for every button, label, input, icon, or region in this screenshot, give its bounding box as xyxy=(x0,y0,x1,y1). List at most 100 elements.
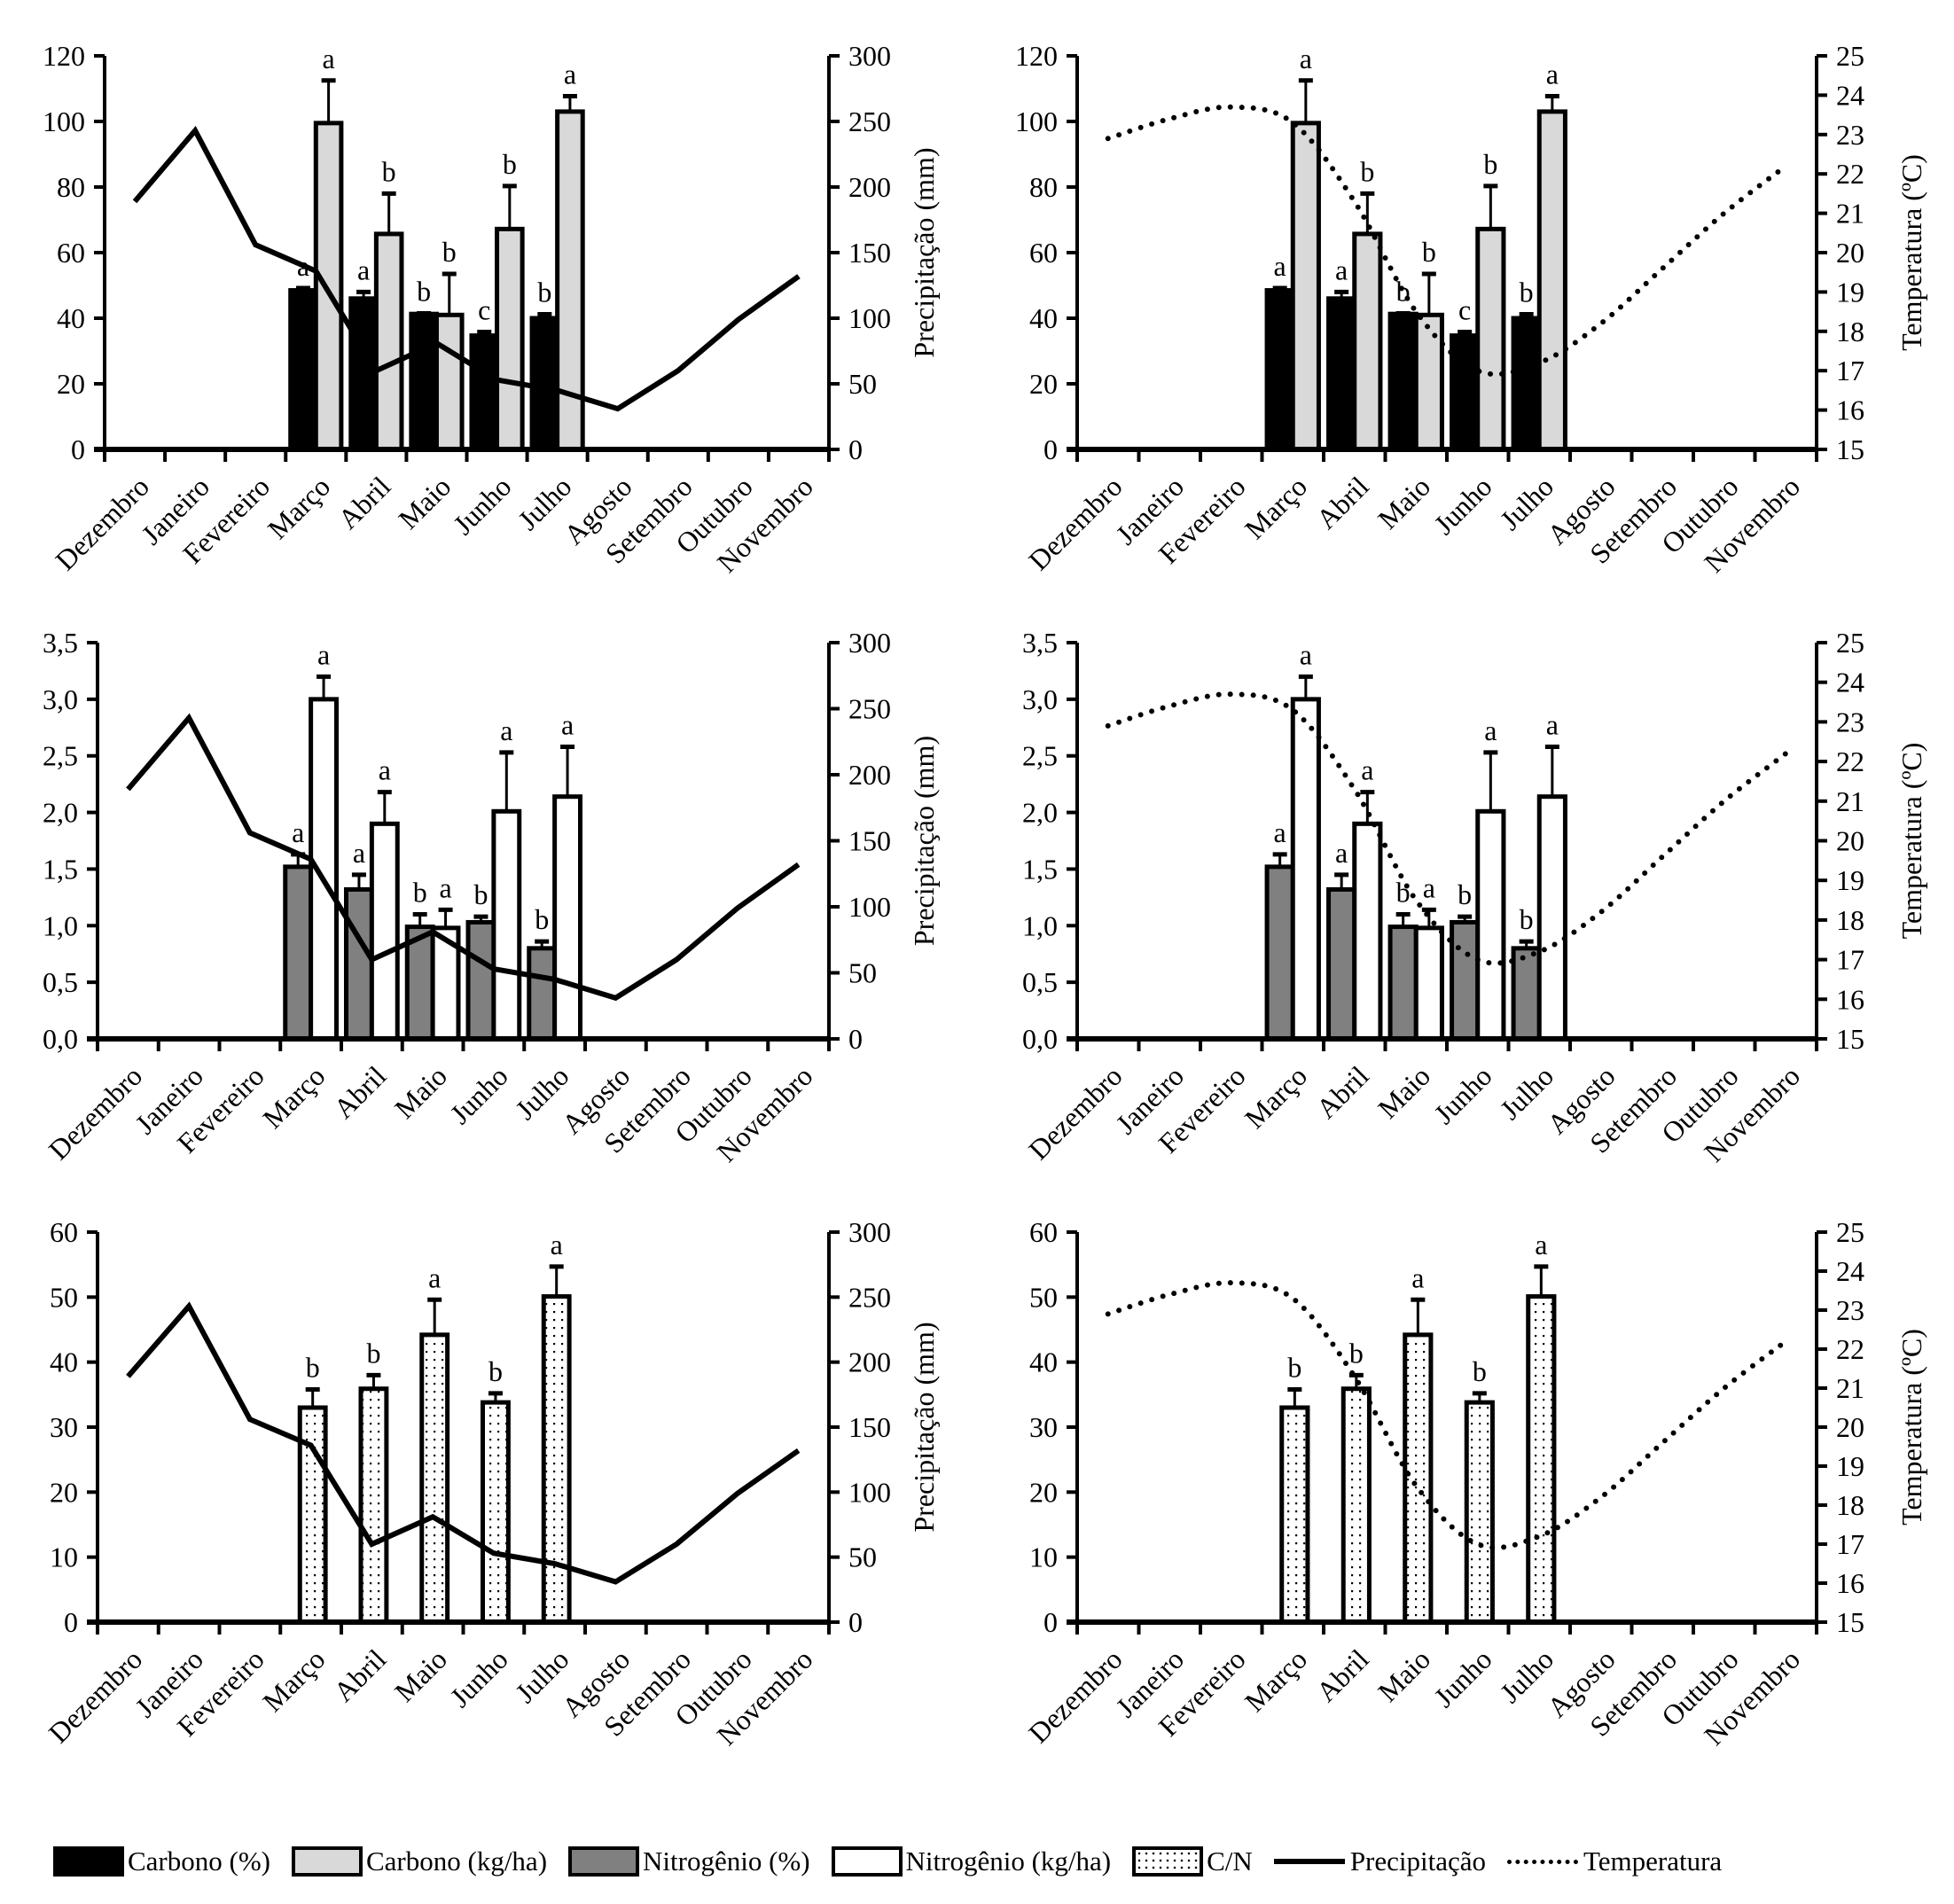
significance-letter: b xyxy=(1458,878,1472,910)
y2-axis-title: Precipitação (mm) xyxy=(908,147,940,357)
legend-swatch-cn xyxy=(1132,1846,1204,1877)
y-tick-label: 100 xyxy=(43,105,85,137)
x-tick-label: Março xyxy=(1239,1059,1314,1135)
y2-axis-title: Temperatura (ºC) xyxy=(1895,743,1927,940)
y2-tick-label: 20 xyxy=(1836,237,1864,269)
significance-letter: b xyxy=(537,277,551,308)
y2-tick-label: 100 xyxy=(848,1476,891,1508)
y-tick-label: 0 xyxy=(1043,1606,1058,1638)
significance-letter: a xyxy=(1335,254,1348,285)
x-tick-label: Maio xyxy=(1372,470,1436,535)
legend-label: Carbono (kg/ha) xyxy=(365,1845,548,1877)
bar-nitrogen-kg xyxy=(1536,794,1567,1042)
y2-tick-label: 18 xyxy=(1836,904,1864,936)
x-tick-label: Dezembro xyxy=(1022,1059,1129,1166)
y2-tick-label: 50 xyxy=(848,957,877,989)
bar-carbon-pct xyxy=(1326,296,1357,452)
y-tick-label: 50 xyxy=(50,1281,78,1313)
x-tick-label: Março xyxy=(262,470,337,545)
x-tick-label: Dezembro xyxy=(1022,470,1129,576)
significance-letter: a xyxy=(1300,638,1312,670)
x-tick-label: Março xyxy=(1239,1643,1314,1718)
bar-cn xyxy=(1279,1405,1310,1625)
y-tick-label: 120 xyxy=(1015,40,1058,72)
significance-letter: b xyxy=(1396,877,1411,909)
y2-tick-label: 21 xyxy=(1836,785,1864,817)
x-tick-label: Maio xyxy=(1372,1059,1436,1124)
significance-letter: a xyxy=(1361,754,1373,786)
y2-tick-label: 300 xyxy=(848,40,891,72)
y2-tick-label: 50 xyxy=(848,1541,877,1573)
significance-letter: b xyxy=(1520,277,1534,308)
significance-letter: a xyxy=(1484,714,1497,746)
bar-nitrogen-pct xyxy=(1450,919,1481,1042)
legend-item: Precipitação xyxy=(1273,1845,1486,1877)
significance-letter: b xyxy=(473,878,488,910)
significance-letter: a xyxy=(1335,837,1348,869)
y2-tick-label: 100 xyxy=(848,891,891,923)
significance-letter: b xyxy=(1520,903,1534,935)
legend-label: Temperatura xyxy=(1583,1845,1723,1877)
bar-carbon-pct xyxy=(348,296,379,452)
y-tick-label: 1,0 xyxy=(1022,909,1058,941)
bar-carbon-pct xyxy=(1264,288,1295,452)
legend-label: Nitrogênio (%) xyxy=(643,1845,810,1877)
x-tick-label: Abril xyxy=(327,1059,392,1124)
legend-line-solid xyxy=(1273,1859,1345,1864)
bar-nitrogen-kg xyxy=(552,794,582,1042)
y-tick-label: 20 xyxy=(1029,1476,1058,1508)
bar-cn xyxy=(541,1294,572,1625)
y2-tick-label: 20 xyxy=(1836,825,1864,857)
chart-cn-temp: b b a b a 0 10 20 30 40 50 60 15 16 17 18 19 20 21 22 23 24 25… xyxy=(1022,1216,1927,1752)
y2-tick-label: 21 xyxy=(1836,198,1864,230)
y-tick-label: 40 xyxy=(1029,1346,1058,1378)
x-tick-label: Dezembro xyxy=(1022,1643,1129,1749)
bar-nitrogen-pct xyxy=(1387,925,1419,1042)
y-tick-label: 3,0 xyxy=(43,683,78,715)
significance-letter: a xyxy=(551,1229,563,1260)
y2-tick-label: 19 xyxy=(1836,276,1864,308)
bar-carbon-pct xyxy=(1450,333,1481,452)
y2-tick-label: 15 xyxy=(1836,433,1864,465)
bar-cn xyxy=(1403,1332,1434,1625)
y-tick-label: 60 xyxy=(50,1216,78,1248)
y2-tick-label: 200 xyxy=(848,1346,891,1378)
bar-nitrogen-kg xyxy=(369,821,400,1042)
temperature-line xyxy=(1105,1280,1789,1550)
y2-tick-label: 25 xyxy=(1836,1216,1864,1248)
significance-letter: a xyxy=(1274,816,1286,848)
chart-carbon-temp: a abcbabbba020406080100120151617181920212… xyxy=(1015,40,1927,579)
y-tick-label: 40 xyxy=(1029,302,1058,334)
y2-tick-label: 200 xyxy=(848,759,891,791)
significance-letter: a xyxy=(1546,708,1559,740)
legend-label: C/N xyxy=(1207,1845,1253,1877)
y-tick-label: 0 xyxy=(71,433,85,465)
x-tick-label: Março xyxy=(256,1643,332,1718)
bar-carbon-kg xyxy=(313,121,344,452)
y-tick-label: 60 xyxy=(57,237,85,269)
x-tick-label: Abril xyxy=(1309,470,1374,535)
y2-tick-label: 15 xyxy=(1836,1606,1864,1638)
temperature-line xyxy=(1105,691,1789,966)
y2-tick-label: 20 xyxy=(1836,1411,1864,1443)
bar-carbon-kg xyxy=(1536,109,1567,452)
significance-letter: a xyxy=(561,708,574,740)
chart-carbon-precip: a abcbabbba020406080100120050100150200250… xyxy=(43,40,940,579)
y-tick-label: 20 xyxy=(57,368,85,400)
y2-axis-title: Temperatura (ºC) xyxy=(1895,154,1927,351)
y2-tick-label: 50 xyxy=(848,368,877,400)
x-tick-label: Abril xyxy=(1309,1643,1374,1707)
y2-tick-label: 300 xyxy=(848,1216,891,1248)
y2-tick-label: 23 xyxy=(1836,119,1864,151)
precipitation-line xyxy=(132,126,801,412)
y2-axis-title: Precipitação (mm) xyxy=(908,736,940,946)
y-tick-label: 0 xyxy=(1043,433,1058,465)
y2-tick-label: 16 xyxy=(1836,394,1864,426)
x-tick-label: Junho xyxy=(443,1059,514,1130)
bar-nitrogen-pct xyxy=(1511,946,1542,1042)
x-tick-label: Maio xyxy=(388,1643,453,1707)
bar-carbon-pct xyxy=(529,316,560,452)
x-tick-label: Junho xyxy=(1427,1643,1498,1713)
x-tick-label: Abril xyxy=(1309,1059,1374,1124)
legend-swatch-carbon-kg xyxy=(291,1846,363,1877)
